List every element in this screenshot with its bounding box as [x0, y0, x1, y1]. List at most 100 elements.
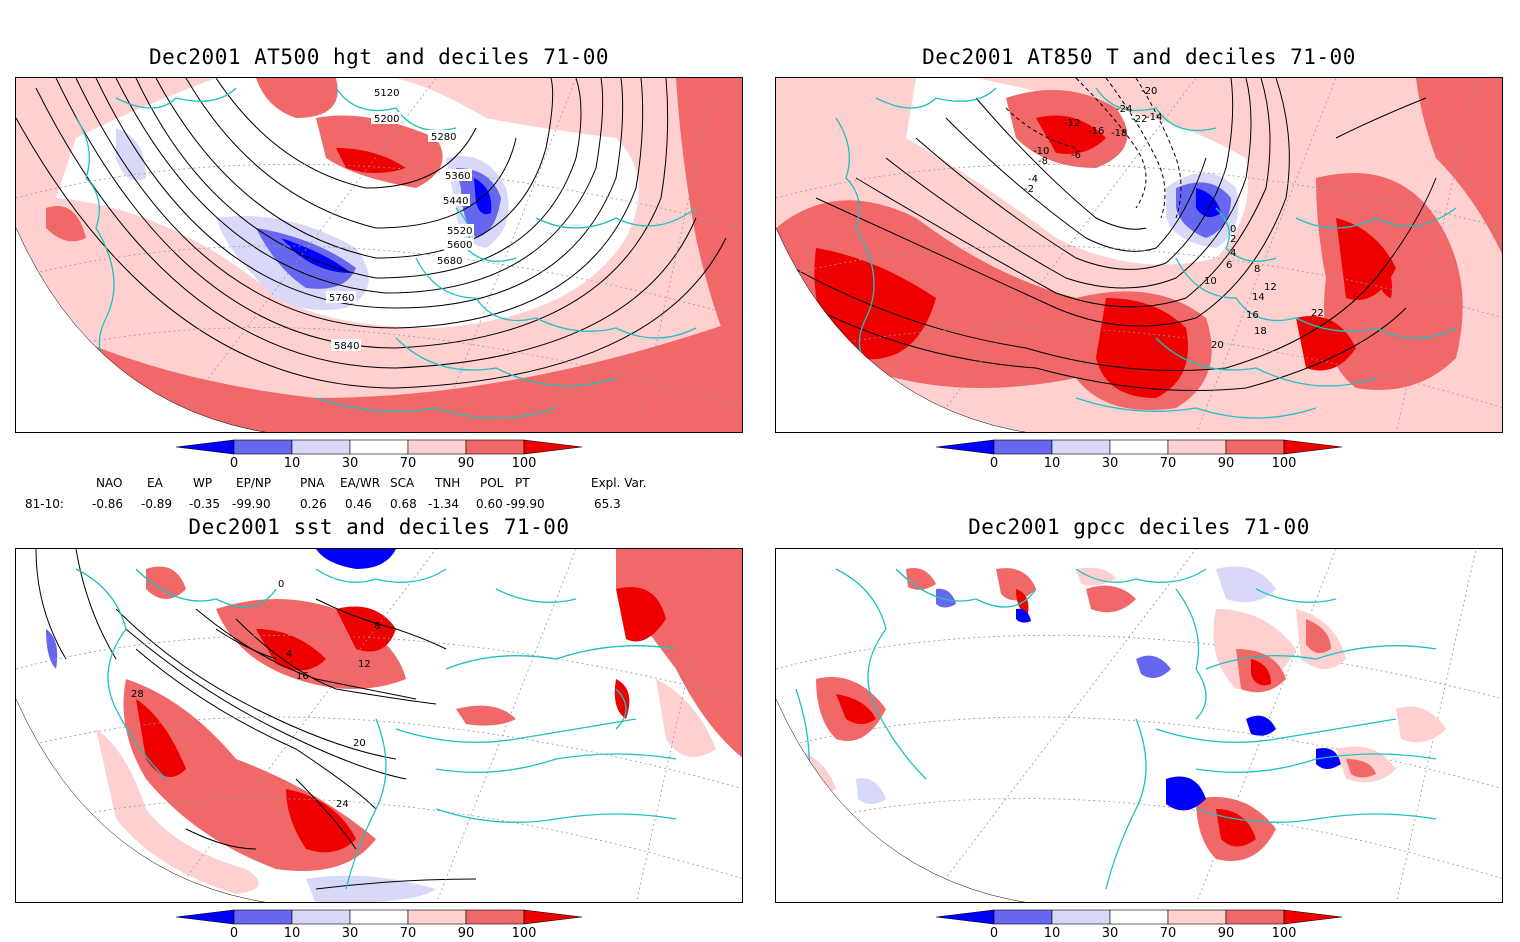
contour-label: 5760 — [329, 293, 354, 304]
colorbar-tick-label: 30 — [1102, 456, 1119, 471]
index-value: -1.34 — [428, 497, 460, 511]
map-panel-sst: 0 4 8 12 16 20 24 28 — [15, 548, 743, 903]
contour-label: 6 — [1226, 260, 1232, 271]
index-value: 0.26 — [300, 497, 327, 511]
colorbar-segment — [1109, 909, 1169, 925]
contour-label: 5680 — [437, 256, 462, 267]
colorbar-segment — [407, 439, 467, 455]
colorbar-segment — [1283, 439, 1343, 455]
colorbar-tick-label: 30 — [1102, 926, 1119, 941]
colorbar-tick-label: 90 — [458, 456, 475, 471]
contour-label: 5120 — [374, 88, 399, 99]
colorbar-tick-label: 100 — [512, 926, 537, 941]
colorbar-tick-label: 100 — [512, 456, 537, 471]
contour-label: 5440 — [443, 196, 468, 207]
contour-label: 12 — [358, 659, 371, 670]
colorbar-segment — [465, 439, 525, 455]
contour-label: 8 — [1254, 264, 1260, 275]
colorbar-tick-label: 90 — [458, 926, 475, 941]
colorbar-tick-label: 10 — [1044, 926, 1061, 941]
contour-label: 4 — [286, 649, 292, 660]
colorbar-tick-label: 0 — [990, 456, 998, 471]
colorbar-segment — [523, 909, 583, 925]
panel-title-hgt: Dec2001 AT500 hgt and deciles 71-00 — [148, 45, 609, 69]
index-value: 65.3 — [594, 497, 621, 511]
colorbar-segment — [993, 909, 1053, 925]
colorbar-segment — [175, 909, 235, 925]
colorbar-tick-label: 0 — [230, 456, 238, 471]
index-value: -0.35 — [189, 497, 221, 511]
contour-label: 0 — [278, 579, 284, 590]
contour-label: 10 — [1204, 276, 1217, 287]
contour-label: 5520 — [447, 226, 472, 237]
colorbar-segment — [1109, 439, 1169, 455]
contour-label: 20 — [1211, 340, 1224, 351]
colorbar-tick-label: 90 — [1218, 926, 1235, 941]
contour-label: -18 — [1111, 128, 1127, 139]
colorbar-segment — [349, 439, 409, 455]
index-header: WP — [193, 476, 213, 490]
colorbar-segment — [1167, 909, 1227, 925]
contour-label: 5200 — [374, 114, 399, 125]
colorbar-tick-label: 70 — [1160, 456, 1177, 471]
index-value: -0.86 — [92, 497, 124, 511]
colorbar-tick-label: 100 — [1272, 926, 1297, 941]
colorbar-segment — [993, 439, 1053, 455]
map-panel-t850: -20 -24 -22 -18 -16 -14 -12 -10 -8 -6 -4… — [775, 77, 1503, 433]
colorbar-segment — [1225, 909, 1285, 925]
index-value: -99.90 — [232, 497, 271, 511]
map-panel-gpcc — [775, 548, 1503, 903]
contour-labels-t850: -20 -24 -22 -18 -16 -14 -12 -10 -8 -6 -4… — [1024, 86, 1324, 351]
contour-label: 5840 — [334, 341, 359, 352]
index-header: Expl. Var. — [591, 476, 647, 490]
index-row-label: 81-10: — [25, 497, 64, 511]
contour-label: 16 — [296, 671, 309, 682]
contour-labels-hgt: 5120 5200 5280 5360 5440 5520 5600 5680 … — [326, 86, 474, 352]
contour-label: -14 — [1146, 112, 1162, 123]
colorbar-segment — [349, 909, 409, 925]
colorbar-segment — [1283, 909, 1343, 925]
contour-label: -22 — [1131, 114, 1147, 125]
colorbar-segment — [935, 439, 995, 455]
colorbar-tick-label: 70 — [400, 456, 417, 471]
colorbar-tick-label: 0 — [230, 926, 238, 941]
panel-title-sst: Dec2001 sst and deciles 71-00 — [188, 515, 570, 539]
contour-label: 12 — [1264, 282, 1277, 293]
contour-label: -16 — [1088, 126, 1104, 137]
contour-label: 8 — [374, 621, 380, 632]
map-hgt: 5120 5200 5280 5360 5440 5520 5600 5680 … — [16, 78, 742, 432]
index-header: PT — [515, 476, 530, 490]
contour-label: -8 — [1038, 156, 1048, 167]
colorbar-segment — [233, 909, 293, 925]
panel-title-gpcc: Dec2001 gpcc deciles 71-00 — [968, 515, 1310, 539]
colorbar-tick-label: 90 — [1218, 456, 1235, 471]
colorbar-segment — [523, 439, 583, 455]
colorbar-segment — [233, 439, 293, 455]
colorbar-tick-label: 30 — [342, 926, 359, 941]
colorbar-t850: 0 10 30 70 90 100 — [935, 439, 1343, 471]
colorbar-segment — [1051, 909, 1111, 925]
index-header: SCA — [390, 476, 415, 490]
contour-label: -10 — [1033, 146, 1049, 157]
contour-label: -24 — [1116, 104, 1132, 115]
contour-label: 28 — [131, 689, 144, 700]
colorbar-segment — [1167, 439, 1227, 455]
index-header: EA — [147, 476, 163, 490]
contour-label: -20 — [1141, 86, 1157, 97]
map-sst: 0 4 8 12 16 20 24 28 — [16, 549, 742, 902]
contour-label: 16 — [1246, 310, 1259, 321]
colorbar-tick-label: 100 — [1272, 456, 1297, 471]
map-gpcc — [776, 549, 1502, 902]
contour-label: 22 — [1311, 308, 1324, 319]
colorbar-tick-label: 70 — [1160, 926, 1177, 941]
colorbar-tick-label: 30 — [342, 456, 359, 471]
contour-label: -4 — [1028, 174, 1038, 185]
contour-label: 4 — [1230, 248, 1236, 259]
index-value: 0.46 — [345, 497, 372, 511]
contour-label: 5360 — [445, 171, 470, 182]
contour-label: -12 — [1064, 118, 1080, 129]
index-value: -0.89 — [141, 497, 173, 511]
contour-label: 14 — [1252, 292, 1265, 303]
contour-label: 20 — [353, 738, 366, 749]
colorbar-segment — [1225, 439, 1285, 455]
